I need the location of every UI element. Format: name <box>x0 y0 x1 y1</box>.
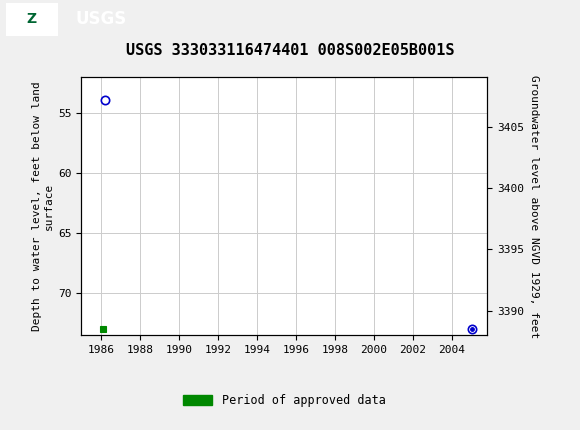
Text: USGS 333033116474401 008S002E05B001S: USGS 333033116474401 008S002E05B001S <box>126 43 454 58</box>
FancyBboxPatch shape <box>6 3 58 36</box>
Y-axis label: Groundwater level above NGVD 1929, feet: Groundwater level above NGVD 1929, feet <box>530 75 539 338</box>
Text: Z: Z <box>27 12 37 26</box>
Y-axis label: Depth to water level, feet below land
surface: Depth to water level, feet below land su… <box>32 82 54 331</box>
Text: USGS: USGS <box>75 10 126 28</box>
Legend: Period of approved data: Period of approved data <box>178 390 390 412</box>
